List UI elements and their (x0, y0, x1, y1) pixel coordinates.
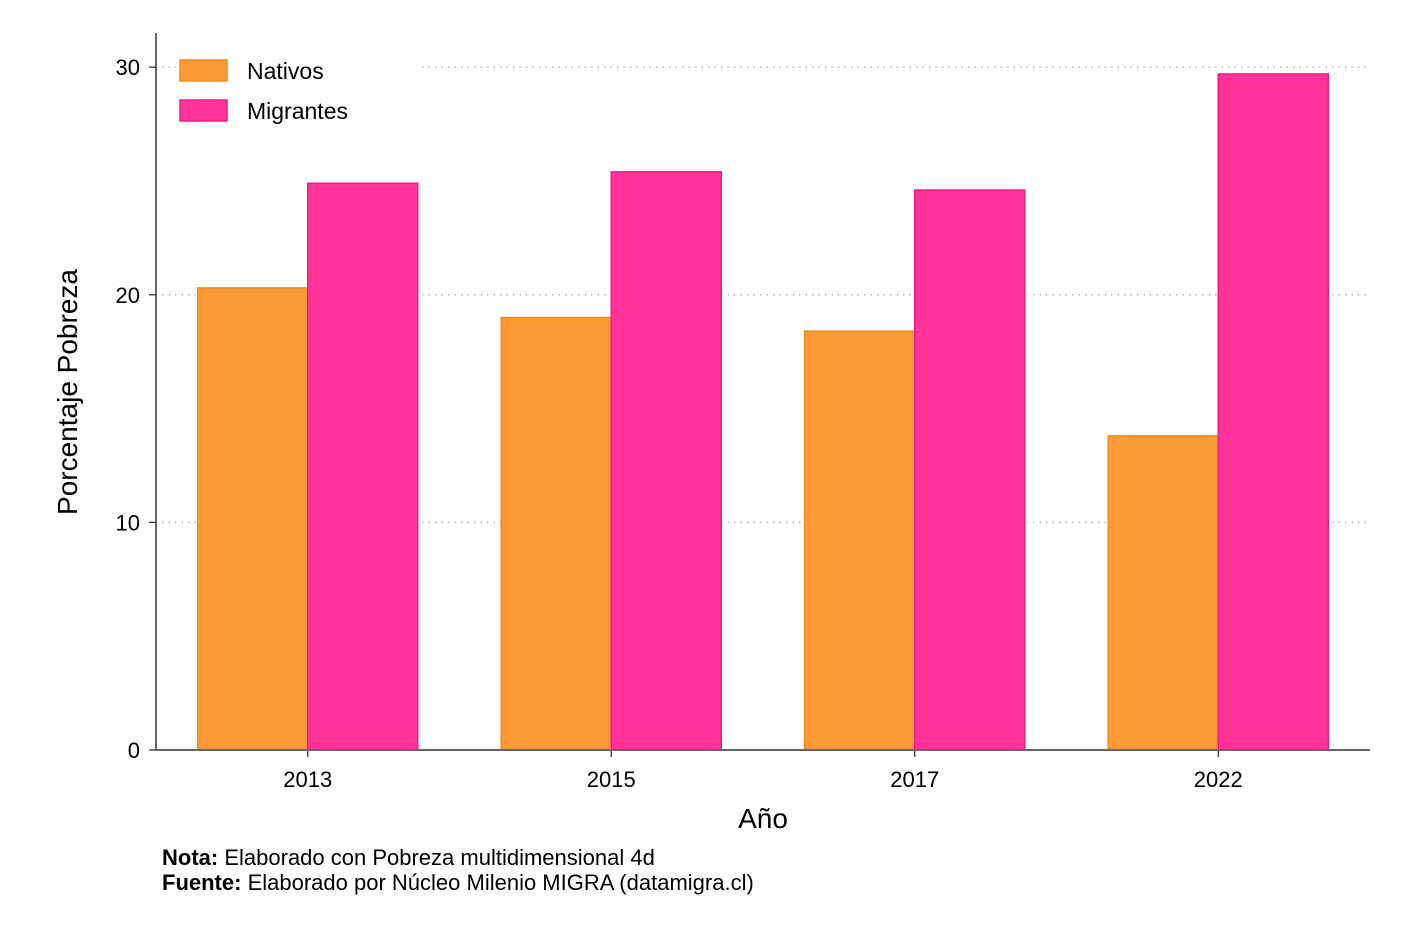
x-tick-label: 2015 (587, 767, 636, 792)
bar-migrantes (1217, 73, 1329, 751)
bar-nativos (1107, 435, 1219, 751)
source-label: Fuente: (162, 870, 242, 895)
bar-migrantes (914, 189, 1026, 751)
y-axis-title: Porcentaje Pobreza (52, 269, 83, 515)
note-line: Nota: Elaborado con Pobreza multidimensi… (162, 845, 754, 870)
y-tick-label: 20 (116, 283, 140, 308)
bar-nativos (500, 316, 612, 751)
legend-label-nativos: Nativos (247, 58, 324, 84)
note-label: Nota: (162, 845, 219, 870)
legend: Nativos Migrantes (179, 58, 420, 130)
bar-nativos (197, 287, 309, 751)
bar-migrantes (610, 171, 722, 751)
chart-notes: Nota: Elaborado con Pobreza multidimensi… (162, 845, 754, 895)
x-tick-label: 2013 (283, 767, 332, 792)
axes: 2013 2015 2017 2022 0 10 20 30 (116, 33, 1370, 792)
x-tick-label: 2017 (890, 767, 939, 792)
x-tick-label: 2022 (1194, 767, 1243, 792)
note-text: Elaborado con Pobreza multidimensional 4… (224, 845, 655, 870)
legend-swatch-nativos (179, 59, 228, 82)
source-line: Fuente: Elaborado por Núcleo Milenio MIG… (162, 870, 754, 895)
x-axis-title: Año (738, 803, 788, 834)
bar-nativos (804, 330, 916, 751)
y-tick-label: 30 (116, 55, 140, 80)
source-text: Elaborado por Núcleo Milenio MIGRA (data… (247, 870, 754, 895)
legend-swatch-migrantes (179, 99, 228, 122)
bar-migrantes (307, 182, 419, 751)
bars (197, 73, 1329, 751)
legend-label-migrantes: Migrantes (247, 98, 348, 124)
y-tick-label: 10 (116, 510, 140, 535)
y-tick-label: 0 (128, 738, 140, 763)
